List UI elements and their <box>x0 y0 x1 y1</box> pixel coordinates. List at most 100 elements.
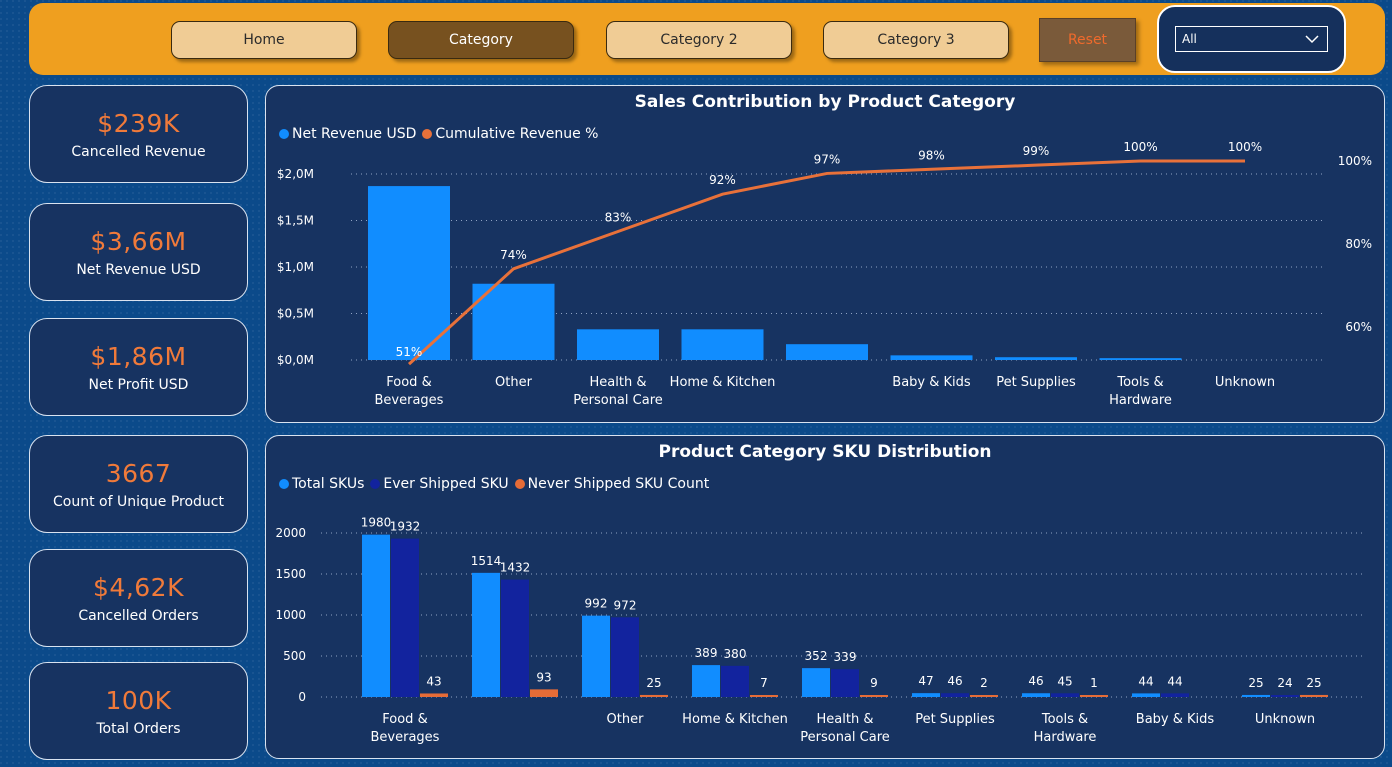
data-label: 339 <box>834 650 857 664</box>
data-label: 25 <box>1248 676 1263 690</box>
data-label: 25 <box>646 676 661 690</box>
legend-item-total-skus[interactable]: Total SKUs <box>279 476 364 492</box>
bar-total-skus <box>1242 694 1270 697</box>
x-tick-label: Personal Care <box>573 393 663 408</box>
bar-ever-shipped <box>1051 693 1079 697</box>
y-tick-label: 2000 <box>275 526 306 540</box>
data-label: 25 <box>1306 676 1321 690</box>
x-tick-label: Food & <box>386 375 431 390</box>
kpi-card-total-orders: 100K Total Orders <box>29 662 248 760</box>
data-label: 1932 <box>390 520 421 534</box>
y-tick-label: $2,0M <box>277 167 314 181</box>
slicer-value: All <box>1182 32 1197 46</box>
legend-item-cumulative-revenue[interactable]: Cumulative Revenue % <box>422 126 598 142</box>
nav-button-category-2[interactable]: Category 2 <box>606 21 792 59</box>
x-tick-label: Health & <box>817 712 874 727</box>
data-label-cumulative: 51% <box>396 345 423 359</box>
bar-ever-shipped <box>831 669 859 697</box>
bar-never-shipped <box>420 693 448 697</box>
data-label-cumulative: 83% <box>605 210 632 224</box>
data-label: 46 <box>947 674 962 688</box>
data-label: 43 <box>426 674 441 688</box>
nav-button-category-3[interactable]: Category 3 <box>823 21 1009 59</box>
bar-total-skus <box>582 615 610 697</box>
data-label: 972 <box>614 598 637 612</box>
bar-net-revenue <box>995 357 1077 360</box>
kpi-label: Cancelled Revenue <box>71 143 206 160</box>
kpi-value: 100K <box>105 685 172 715</box>
bar-net-revenue <box>681 329 764 360</box>
category-slicer-dropdown[interactable]: All <box>1175 26 1328 52</box>
chart-legend: Net Revenue USD Cumulative Revenue % <box>279 126 598 142</box>
chart-title: Sales Contribution by Product Category <box>634 92 1016 112</box>
data-label: 1 <box>1090 676 1098 690</box>
bar-never-shipped <box>530 689 558 697</box>
line-cumulative-revenue <box>407 159 1245 366</box>
data-label: 352 <box>805 649 828 663</box>
chevron-down-icon <box>1305 35 1319 44</box>
x-tick-label: Beverages <box>371 730 440 745</box>
bar-net-revenue <box>472 283 555 360</box>
data-label: 9 <box>870 676 878 690</box>
bar-net-revenue <box>368 186 450 360</box>
kpi-card-cancelled-orders: $4,62K Cancelled Orders <box>29 549 248 647</box>
bar-never-shipped <box>860 695 888 697</box>
x-tick-label: Tools & <box>1041 712 1088 727</box>
bar-ever-shipped <box>501 579 529 697</box>
x-tick-label: Other <box>495 375 533 390</box>
y-tick-label: 1000 <box>275 608 306 622</box>
bar-ever-shipped <box>391 538 419 697</box>
data-label-cumulative: 99% <box>1023 144 1050 158</box>
kpi-value: $239K <box>97 108 180 138</box>
x-tick-label: Hardware <box>1109 393 1172 408</box>
data-label-cumulative: 100% <box>1123 140 1157 154</box>
data-label-cumulative: 74% <box>500 248 527 262</box>
legend-dot-icon <box>422 129 433 139</box>
nav-button-category[interactable]: Category <box>388 21 574 59</box>
data-label: 1432 <box>500 561 531 575</box>
x-tick-label: Home & Kitchen <box>682 712 788 727</box>
y-tick-label: 1500 <box>275 567 306 581</box>
x-tick-label: Pet Supplies <box>996 375 1076 390</box>
bar-ever-shipped <box>1161 693 1189 697</box>
sales-contribution-panel: Sales Contribution by Product Category N… <box>265 85 1385 423</box>
data-label: 1514 <box>471 554 502 568</box>
kpi-value: $3,66M <box>90 226 187 256</box>
bar-net-revenue <box>577 329 659 360</box>
legend-item-ever-shipped[interactable]: Ever Shipped SKU <box>370 476 509 492</box>
reset-button[interactable]: Reset <box>1039 18 1136 62</box>
legend-label: Net Revenue USD <box>292 126 417 142</box>
legend-label: Cumulative Revenue % <box>435 126 599 142</box>
x-tick-label: Health & <box>590 375 647 390</box>
data-label: 992 <box>585 597 608 611</box>
legend-label: Total SKUs <box>292 476 365 492</box>
x-tick-label: Baby & Kids <box>892 375 971 390</box>
bar-net-revenue <box>786 344 868 360</box>
kpi-value: $1,86M <box>90 341 187 371</box>
y-tick-label: $0,5M <box>277 307 314 321</box>
legend-item-never-shipped[interactable]: Never Shipped SKU Count <box>514 476 709 492</box>
x-tick-label: Personal Care <box>800 730 890 745</box>
kpi-label: Count of Unique Product <box>53 493 224 510</box>
legend-dot-icon <box>514 479 525 489</box>
kpi-label: Cancelled Orders <box>78 607 199 624</box>
kpi-card-net-revenue: $3,66M Net Revenue USD <box>29 203 248 301</box>
bar-total-skus <box>912 693 940 697</box>
y-tick-label: 0 <box>298 690 306 704</box>
data-label: 1980 <box>361 516 392 530</box>
kpi-label: Net Revenue USD <box>76 261 201 278</box>
legend-item-net-revenue[interactable]: Net Revenue USD <box>279 126 416 142</box>
nav-button-home[interactable]: Home <box>171 21 357 59</box>
bar-total-skus <box>1022 693 1050 697</box>
chart-title: Product Category SKU Distribution <box>658 442 992 462</box>
sku-distribution-panel: Product Category SKU Distribution Total … <box>265 435 1385 759</box>
data-label: 93 <box>536 670 551 684</box>
bar-never-shipped <box>970 695 998 697</box>
bar-net-revenue <box>890 355 973 360</box>
bar-total-skus <box>1132 693 1160 697</box>
kpi-value: 3667 <box>105 458 172 488</box>
bar-total-skus <box>692 665 720 697</box>
bar-never-shipped <box>750 695 778 697</box>
bar-ever-shipped <box>721 665 749 697</box>
bar-ever-shipped <box>1271 695 1299 697</box>
